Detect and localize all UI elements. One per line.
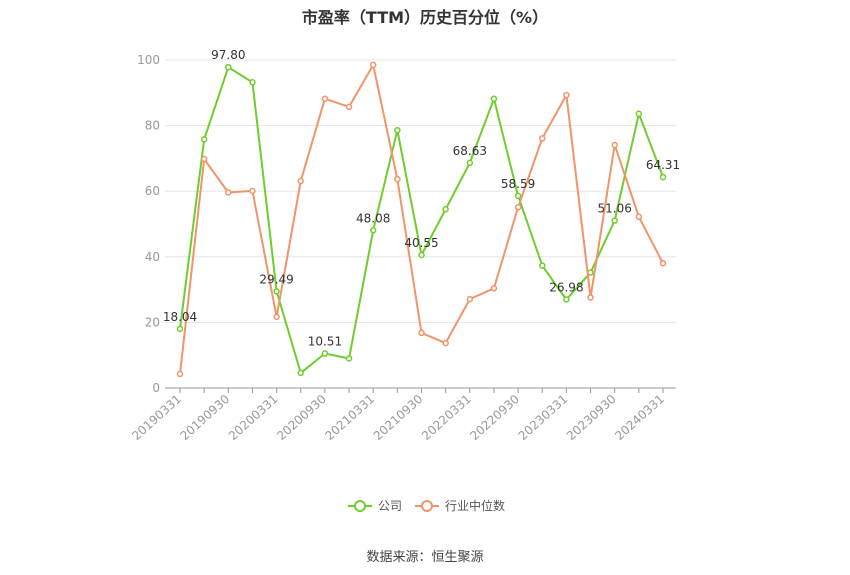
legend-marker bbox=[421, 500, 433, 512]
industry-data-point bbox=[321, 95, 329, 102]
company-data-point bbox=[321, 350, 329, 357]
company-data-point bbox=[466, 159, 474, 167]
company-data-point bbox=[176, 325, 184, 333]
x-tick-label: 20210930 bbox=[371, 392, 426, 443]
data-label: 29.49 bbox=[259, 272, 293, 286]
industry-data-point bbox=[394, 175, 401, 183]
data-label: 58.59 bbox=[501, 177, 535, 191]
data-label: 18.04 bbox=[163, 310, 197, 324]
company-data-point bbox=[369, 227, 377, 234]
industry-data-point bbox=[611, 141, 618, 149]
x-tick-label: 20220331 bbox=[419, 392, 474, 443]
x-tick-label: 20200331 bbox=[226, 392, 281, 443]
industry-data-point bbox=[563, 91, 570, 99]
industry-data-point bbox=[659, 260, 667, 267]
company-data-point bbox=[249, 79, 256, 86]
company-data-point bbox=[394, 126, 401, 134]
y-tick-label: 40 bbox=[145, 250, 160, 264]
x-tick-label: 20190331 bbox=[129, 392, 184, 443]
company-data-point bbox=[563, 296, 570, 303]
y-tick-label: 100 bbox=[137, 53, 160, 67]
industry-data-point bbox=[442, 339, 449, 347]
company-data-point bbox=[587, 269, 594, 276]
data-label: 68.63 bbox=[453, 144, 487, 158]
company-data-point bbox=[539, 262, 546, 269]
y-tick-label: 0 bbox=[152, 381, 160, 395]
company-data-point bbox=[418, 251, 425, 259]
industry-data-point bbox=[490, 285, 498, 292]
company-data-point bbox=[659, 173, 667, 181]
company-data-point bbox=[345, 355, 353, 362]
industry-data-point bbox=[249, 187, 256, 195]
x-tick-label: 20240331 bbox=[612, 392, 667, 443]
data-source-note: 数据来源：恒生聚源 bbox=[366, 550, 484, 565]
industry-data-point bbox=[418, 329, 425, 337]
data-label: 26.98 bbox=[549, 281, 583, 295]
industry-data-point bbox=[176, 370, 184, 378]
y-tick-label: 80 bbox=[145, 119, 160, 133]
y-tick-label: 60 bbox=[145, 184, 160, 198]
company-data-point bbox=[297, 369, 304, 377]
data-label: 64.31 bbox=[646, 158, 680, 172]
industry-data-point bbox=[297, 177, 304, 185]
data-label: 40.55 bbox=[404, 236, 438, 250]
company-data-point bbox=[225, 63, 232, 71]
company-data-point bbox=[442, 205, 449, 213]
industry-data-point bbox=[273, 313, 280, 321]
industry-data-point bbox=[369, 61, 377, 69]
industry-data-point bbox=[587, 294, 594, 301]
industry-data-point bbox=[539, 135, 546, 142]
y-tick-label: 20 bbox=[145, 315, 160, 329]
x-tick-label: 20190930 bbox=[178, 392, 233, 443]
x-tick-label: 20230930 bbox=[564, 392, 619, 443]
company-data-point bbox=[514, 192, 522, 200]
industry-data-point bbox=[345, 103, 353, 111]
data-label: 97.80 bbox=[211, 48, 245, 62]
company-data-point bbox=[200, 136, 208, 143]
x-tick-label: 20230331 bbox=[516, 392, 571, 443]
company-data-point bbox=[490, 95, 498, 102]
data-label: 51.06 bbox=[598, 202, 632, 216]
company-data-point bbox=[273, 288, 280, 295]
legend-marker bbox=[354, 500, 366, 512]
company-data-point bbox=[611, 217, 618, 224]
legend-company: 公司 bbox=[378, 499, 402, 513]
data-label: 10.51 bbox=[308, 335, 342, 349]
x-tick-label: 20220930 bbox=[467, 392, 522, 443]
industry-median-series-line bbox=[179, 63, 664, 375]
industry-data-point bbox=[466, 295, 474, 303]
data-label: 48.08 bbox=[356, 211, 390, 225]
legend-industry-median: 行业中位数 bbox=[445, 498, 505, 513]
chart-title: 市盈率（TTM）历史百分位（%） bbox=[301, 8, 549, 27]
x-tick-label: 20210331 bbox=[322, 392, 377, 443]
industry-data-point bbox=[200, 155, 208, 163]
x-tick-label: 20200930 bbox=[274, 392, 329, 443]
industry-data-point bbox=[225, 189, 232, 196]
industry-data-point bbox=[514, 204, 522, 211]
company-data-point bbox=[635, 110, 643, 118]
industry-data-point bbox=[635, 213, 643, 221]
